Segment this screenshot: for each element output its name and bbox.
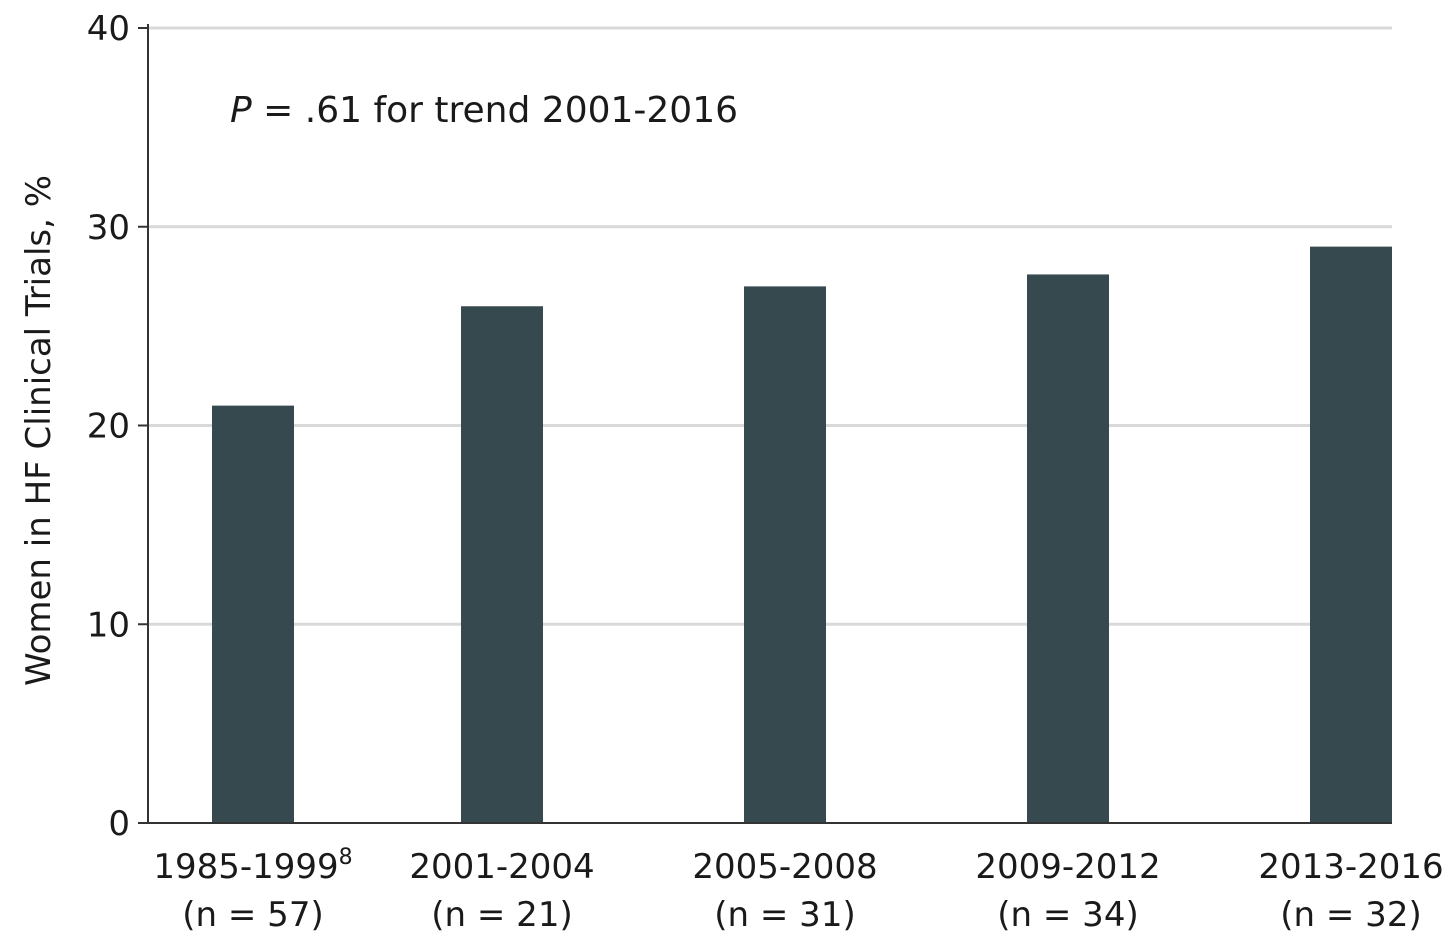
- bar: [1310, 246, 1392, 823]
- y-tick-label: 30: [87, 208, 130, 248]
- x-category-label: 2013-2016: [1258, 847, 1443, 887]
- x-category-label: 2001-2004: [409, 847, 594, 887]
- x-category-count: (n = 57): [182, 895, 323, 935]
- x-category-labels: 1985-19998 (n = 57) 2001-2004 (n = 21) 2005-…: [153, 845, 1443, 935]
- x-category-label: 2009-2012: [975, 847, 1160, 887]
- trend-annotation-text: = .61 for trend 2001-2016: [252, 90, 738, 131]
- x-category-label: 2005-2008: [692, 847, 877, 887]
- bar: [1027, 274, 1109, 823]
- x-category-name: 1985-1999: [153, 847, 338, 887]
- y-axis-label: Women in HF Clinical Trials, %: [19, 175, 59, 686]
- bars: [212, 246, 1392, 823]
- bar: [461, 306, 543, 823]
- x-category-superscript: 8: [339, 845, 353, 870]
- x-category-label: 1985-19998: [153, 845, 352, 887]
- bar: [744, 286, 826, 823]
- y-tick-labels: 0 10 20 30 40: [87, 9, 148, 844]
- x-category-name: 2005-2008: [692, 847, 877, 887]
- x-category-name: 2001-2004: [409, 847, 594, 887]
- x-category-count: (n = 32): [1280, 895, 1421, 935]
- p-symbol: P: [230, 90, 252, 131]
- x-category-name: 2013-2016: [1258, 847, 1443, 887]
- x-category-count: (n = 21): [431, 895, 572, 935]
- y-tick-label: 40: [87, 9, 130, 49]
- y-tick-label: 0: [108, 804, 130, 844]
- bar: [212, 405, 294, 823]
- x-category-name: 2009-2012: [975, 847, 1160, 887]
- trend-annotation: P = .61 for trend 2001-2016: [230, 90, 738, 131]
- y-tick-label: 20: [87, 407, 130, 447]
- axes: [147, 24, 1392, 824]
- x-category-count: (n = 34): [997, 895, 1138, 935]
- x-category-count: (n = 31): [714, 895, 855, 935]
- y-tick-label: 10: [87, 605, 130, 645]
